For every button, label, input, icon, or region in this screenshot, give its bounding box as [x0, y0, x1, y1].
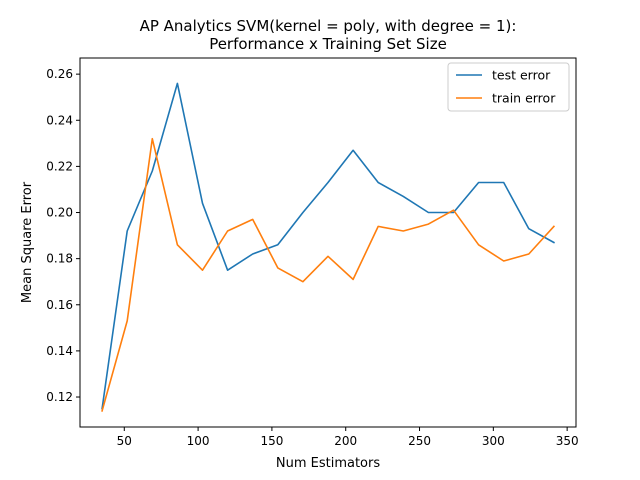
x-tick-label: 350 — [556, 434, 579, 448]
series-line-train-error — [101, 137, 556, 412]
x-tick-label: 250 — [408, 434, 431, 448]
x-tick-label: 50 — [117, 434, 132, 448]
series-layer — [101, 82, 556, 412]
legend-label-test-error: test error — [492, 68, 551, 83]
x-tick-label: 150 — [260, 434, 283, 448]
y-tick-label: 0.24 — [46, 113, 73, 127]
y-tick-label: 0.12 — [46, 390, 73, 404]
x-tick-label: 200 — [334, 434, 357, 448]
chart-subtitle: Performance x Training Set Size — [209, 35, 447, 53]
y-tick-label: 0.22 — [46, 159, 73, 173]
x-tick-label: 100 — [187, 434, 210, 448]
y-tick-label: 0.18 — [46, 252, 73, 266]
legend: test error train error — [447, 62, 570, 112]
y-tick-label: 0.14 — [46, 344, 73, 358]
x-axis-ticks: 50 100 150 200 250 300 350 — [117, 427, 579, 448]
plot-frame — [79, 57, 577, 428]
y-axis-label: Mean Square Error — [20, 181, 35, 303]
y-tick-label: 0.16 — [46, 298, 73, 312]
x-axis-label: Num Estimators — [276, 456, 380, 471]
chart-title: AP Analytics SVM(kernel = poly, with deg… — [140, 17, 517, 35]
series-line-test-error — [101, 82, 555, 410]
x-tick-label: 300 — [482, 434, 505, 448]
y-tick-label: 0.26 — [46, 67, 73, 81]
legend-label-train-error: train error — [492, 91, 556, 106]
y-axis-ticks: 0.12 0.14 0.16 0.18 0.20 0.22 0.24 0.26 — [46, 67, 80, 404]
y-tick-label: 0.20 — [46, 206, 73, 220]
